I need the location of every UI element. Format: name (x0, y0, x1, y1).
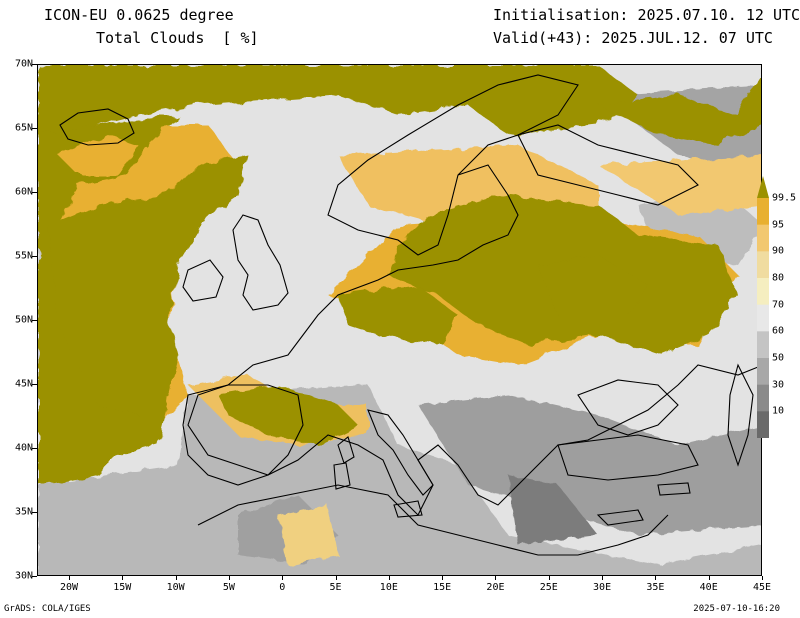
colorbar-label-90: 90 (772, 245, 785, 257)
colorbar-swatch (757, 358, 769, 386)
colorbar-swatch (757, 331, 769, 359)
lat-tick (32, 256, 37, 257)
lat-label-70N: 70N (14, 58, 33, 70)
anatolia-coast (557, 434, 699, 481)
lat-label-45N: 45N (14, 378, 33, 390)
colorbar-swatch (757, 278, 769, 306)
colorbar-label-70: 70 (772, 299, 785, 311)
ireland-coast (182, 259, 224, 302)
colorbar-label-95: 95 (772, 219, 785, 231)
variable-title: Total Clouds [ %] (96, 29, 259, 47)
lon-tick (335, 576, 337, 580)
lat-tick (32, 64, 37, 65)
lat-label-55N: 55N (14, 250, 33, 262)
colorbar-cap (757, 176, 769, 198)
model-title: ICON-EU 0.0625 degree (44, 6, 234, 24)
overcast-areas (38, 65, 761, 485)
initialisation-time: Initialisation: 2025.07.10. 12 UTC (493, 6, 800, 24)
lon-label-25E: 25E (539, 582, 558, 593)
sicily-coast (393, 500, 423, 518)
lat-tick (32, 128, 37, 129)
north-africa-coast (197, 484, 669, 556)
lon-tick (442, 576, 444, 580)
lon-label-20W: 20W (59, 582, 79, 593)
lon-label-15W: 15W (113, 582, 132, 593)
lon-tick (708, 576, 710, 580)
colorbar-swatch (757, 251, 769, 279)
colorbar-label-10: 10 (772, 405, 785, 417)
lon-tick (228, 576, 230, 580)
lon-label-30E: 30E (593, 582, 612, 593)
lon-tick (655, 576, 657, 580)
lat-label-35N: 35N (14, 506, 33, 518)
caspian-coast (727, 363, 754, 467)
lon-label-5E: 5E (329, 582, 342, 593)
colorbar-swatch (757, 411, 769, 438)
sardinia-coast (333, 462, 351, 490)
lat-label-40N: 40N (14, 442, 33, 454)
lat-tick (32, 384, 37, 385)
cloud-cover-map (37, 64, 762, 576)
crete-coast (596, 509, 644, 526)
lat-label-50N: 50N (14, 314, 33, 326)
lon-tick (68, 576, 70, 580)
lat-tick (32, 576, 37, 577)
lon-tick (388, 576, 390, 580)
lon-tick (602, 576, 604, 580)
finland-coast (517, 124, 699, 206)
lat-tick (32, 192, 37, 193)
lon-label-5W: 5W (222, 582, 235, 593)
lon-tick (282, 576, 284, 580)
lat-label-60N: 60N (14, 186, 33, 198)
colorbar-label-99.5: 99.5 (772, 192, 797, 204)
colorbar-swatch (757, 198, 769, 226)
colorbar-swatch (757, 224, 769, 252)
lat-tick (32, 320, 37, 321)
lon-label-15E: 15E (433, 582, 452, 593)
lon-label-10W: 10W (166, 582, 185, 593)
lat-tick (32, 448, 37, 449)
lat-tick (32, 512, 37, 513)
corsica-coast (337, 436, 355, 464)
map-layer (38, 65, 761, 575)
coastlines (59, 74, 761, 556)
valid-time: Valid(+43): 2025.JUL.12. 07 UTC (493, 29, 773, 47)
colorbar-swatch (757, 384, 769, 412)
lon-tick (548, 576, 550, 580)
colorbar-swatch (757, 304, 769, 332)
lon-tick (495, 576, 497, 580)
lon-label-35E: 35E (646, 582, 665, 593)
colorbar-label-30: 30 (772, 379, 785, 391)
render-timestamp: 2025-07-10-16:20 (693, 604, 780, 614)
lat-label-30N: 30N (14, 570, 33, 582)
lon-label-0: 0 (279, 582, 286, 593)
lon-label-20E: 20E (486, 582, 505, 593)
lon-label-40E: 40E (699, 582, 718, 593)
lon-label-10E: 10E (379, 582, 398, 593)
iberia-coast (182, 384, 304, 486)
colorbar (757, 176, 769, 438)
lon-tick (762, 576, 763, 580)
lat-label-65N: 65N (14, 122, 33, 134)
lon-tick (122, 576, 124, 580)
lon-label-45E: 45E (752, 582, 772, 593)
iceland-coast (59, 108, 135, 146)
italy-coast (367, 409, 434, 496)
black-sea-coast (577, 379, 679, 436)
grads-credit: GrADS: COLA/IGES (4, 604, 91, 614)
colorbar-label-80: 80 (772, 272, 785, 284)
great-britain-coast (232, 214, 289, 311)
colorbar-label-50: 50 (772, 352, 785, 364)
lon-tick (175, 576, 177, 580)
cyprus-coast (657, 482, 691, 496)
colorbar-label-60: 60 (772, 325, 785, 337)
